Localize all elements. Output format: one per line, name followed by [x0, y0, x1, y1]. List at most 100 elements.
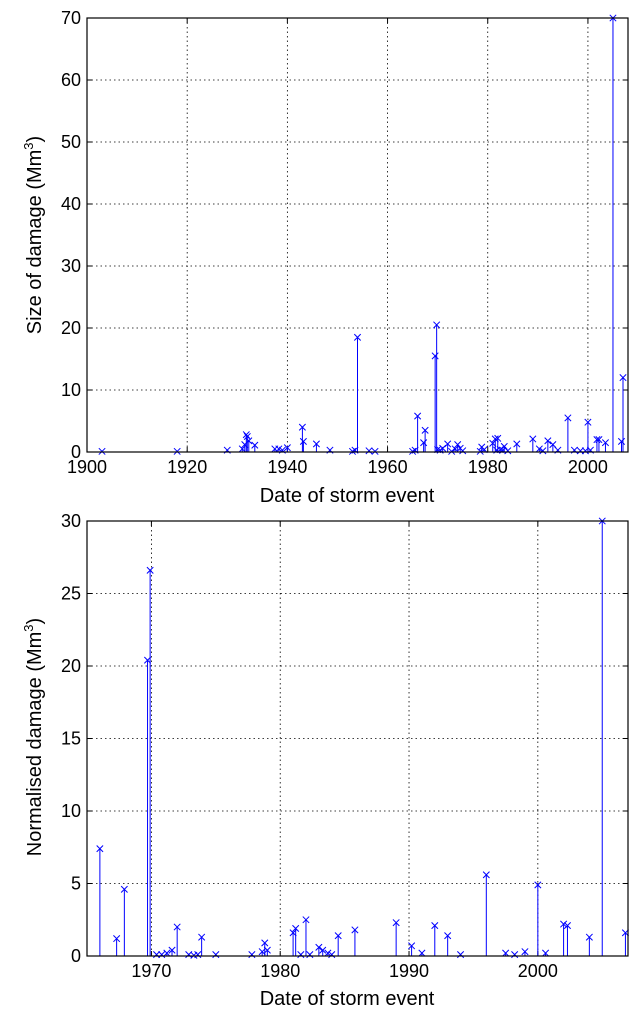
- data-point-marker: [194, 950, 202, 959]
- data-point-marker: [502, 949, 510, 957]
- data-point-marker: [261, 939, 269, 947]
- data-point-marker: [476, 447, 484, 455]
- data-point-marker: [245, 437, 253, 445]
- data-point-marker: [306, 950, 314, 959]
- data-point-marker: [418, 949, 426, 957]
- data-point-marker: [299, 437, 307, 446]
- y-tick-label: 25: [61, 584, 81, 604]
- data-point-marker: [595, 436, 603, 444]
- data-point-marker: [113, 935, 121, 943]
- data-point-marker: [529, 435, 537, 443]
- data-point-marker: [563, 921, 572, 930]
- data-point-marker: [601, 439, 610, 447]
- data-point-marker: [351, 926, 359, 934]
- data-point-marker: [243, 432, 251, 441]
- y-axis-label-superscript: 3: [21, 142, 36, 149]
- normalised-damage-chart: Date of storm event Normalised damage (M…: [21, 511, 629, 1010]
- data-point-marker: [328, 950, 336, 959]
- data-point-marker: [619, 374, 627, 382]
- x-axis-label: Date of storm event: [260, 485, 435, 507]
- data-point-marker: [500, 442, 508, 450]
- data-point-marker: [431, 352, 439, 360]
- data-point-marker: [98, 447, 106, 455]
- y-tick-label: 0: [71, 442, 81, 462]
- data-point-marker: [535, 445, 543, 453]
- x-axis-label: Date of storm event: [260, 988, 435, 1010]
- data-point-marker: [521, 948, 529, 956]
- x-tick-label: 1940: [267, 457, 307, 477]
- data-point-marker: [504, 447, 512, 455]
- y-tick-label: 40: [61, 194, 81, 214]
- data-point-marker: [494, 434, 502, 442]
- y-axis-label: Normalised damage (Mm3): [21, 618, 46, 856]
- data-point-marker: [173, 447, 181, 455]
- data-point-marker: [248, 950, 256, 959]
- y-tick-label: 10: [61, 801, 81, 821]
- data-point-marker: [96, 845, 104, 853]
- data-point-marker: [444, 932, 452, 940]
- data-point-marker: [315, 943, 323, 951]
- y-axis-label-main: Normalised damage (Mm: [24, 632, 46, 857]
- data-point-marker: [482, 871, 490, 879]
- x-tick-label: 1970: [131, 961, 171, 981]
- y-tick-label: 50: [61, 132, 81, 152]
- plot-frame: [86, 520, 629, 957]
- damage-size-chart: Date of storm event Size of damage (Mm3)…: [21, 8, 629, 507]
- data-point-marker: [120, 885, 128, 893]
- data-point-marker: [212, 950, 220, 959]
- x-tick-label: 1980: [260, 961, 300, 981]
- data-point-marker: [158, 950, 166, 959]
- x-tick-label: 1900: [67, 457, 107, 477]
- data-point-marker: [511, 950, 519, 959]
- data-point-marker: [163, 949, 171, 957]
- plot-frame: [86, 17, 629, 453]
- y-axis-label-superscript: 3: [21, 624, 36, 631]
- data-point-marker: [585, 933, 593, 941]
- data-point-marker: [392, 919, 400, 927]
- data-point-marker: [173, 923, 181, 931]
- data-point-marker: [459, 447, 467, 455]
- data-point-marker: [302, 916, 310, 924]
- x-tick-label: 2000: [568, 457, 608, 477]
- y-axis-label-tail: ): [24, 136, 46, 143]
- data-point-marker: [334, 932, 342, 940]
- y-tick-label: 20: [61, 318, 81, 338]
- data-point-marker: [408, 942, 416, 950]
- data-point-marker: [444, 440, 452, 448]
- data-point-marker: [544, 437, 552, 445]
- y-axis-label: Size of damage (Mm3): [21, 136, 46, 334]
- data-point-marker: [251, 441, 259, 449]
- x-tick-label: 1990: [389, 961, 429, 981]
- y-tick-label: 20: [61, 656, 81, 676]
- x-tick-label: 2000: [518, 961, 558, 981]
- y-tick-label: 10: [61, 380, 81, 400]
- data-point-marker: [297, 950, 305, 959]
- data-point-marker: [146, 566, 154, 574]
- y-tick-label: 0: [71, 946, 81, 966]
- data-point-marker: [168, 946, 176, 954]
- data-point-marker: [617, 437, 626, 446]
- data-point-marker: [421, 426, 429, 434]
- data-point-marker: [584, 418, 592, 426]
- data-point-marker: [292, 924, 300, 933]
- data-point-marker: [539, 447, 547, 455]
- data-point-marker: [365, 447, 373, 455]
- x-tick-label: 1980: [468, 457, 508, 477]
- data-point-marker: [534, 881, 542, 889]
- data-point-marker: [312, 440, 320, 448]
- data-point-marker: [513, 440, 521, 448]
- y-tick-label: 60: [61, 70, 81, 90]
- y-tick-label: 30: [61, 511, 81, 531]
- data-point-marker: [153, 950, 161, 959]
- data-point-marker: [263, 946, 271, 954]
- data-point-marker: [353, 333, 362, 341]
- y-tick-label: 70: [61, 8, 81, 28]
- y-tick-label: 5: [71, 874, 81, 894]
- data-point-marker: [454, 441, 462, 449]
- data-point-marker: [420, 439, 428, 447]
- data-point-marker: [433, 321, 441, 329]
- data-point-marker: [242, 431, 250, 439]
- x-tick-label: 1920: [167, 457, 207, 477]
- data-point-marker: [431, 921, 439, 930]
